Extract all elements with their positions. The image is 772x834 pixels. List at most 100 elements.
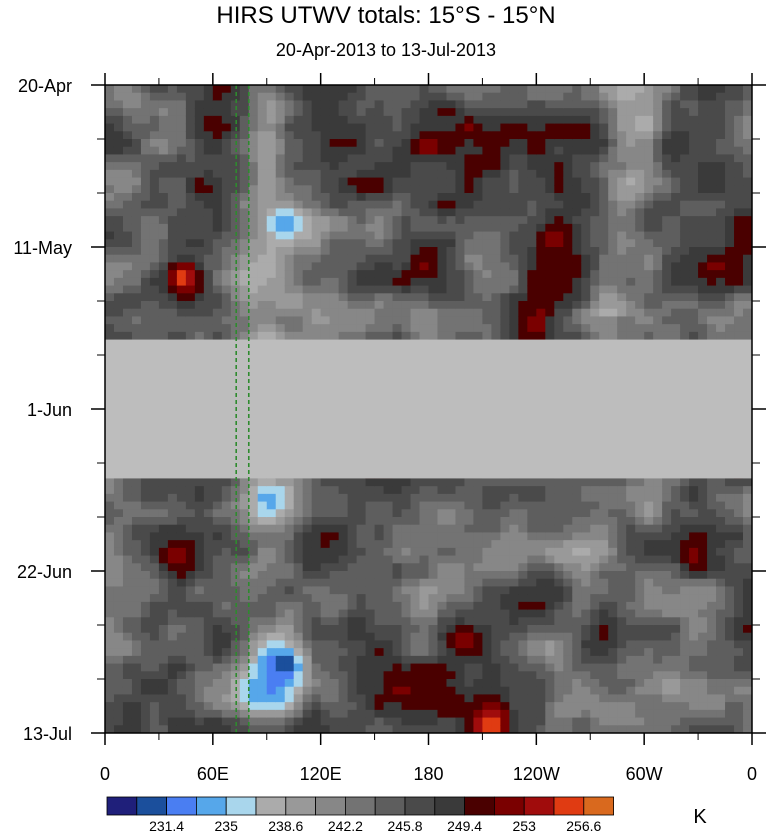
field-cell <box>257 177 268 186</box>
field-cell <box>383 594 394 603</box>
field-cell <box>491 324 501 333</box>
field-cell <box>500 115 510 125</box>
field-cell <box>383 254 394 264</box>
field-cell <box>437 702 448 711</box>
field-cell <box>374 146 385 156</box>
field-cell <box>248 200 259 210</box>
field-cell <box>113 301 124 310</box>
field-cell <box>140 509 151 518</box>
field-cell <box>158 702 169 711</box>
field-cell <box>464 92 475 102</box>
field-cell <box>419 100 430 109</box>
field-cell <box>194 547 205 557</box>
field-cell <box>563 578 573 588</box>
field-cell <box>473 200 484 210</box>
field-cell <box>410 115 421 125</box>
field-cell <box>122 293 133 302</box>
field-cell <box>194 486 205 495</box>
field-cell <box>374 185 385 194</box>
field-cell <box>419 139 430 148</box>
field-cell <box>572 185 582 194</box>
field-cell <box>329 586 340 595</box>
field-cell <box>410 239 421 248</box>
field-cell <box>365 123 376 132</box>
field-cell <box>203 85 214 94</box>
field-cell <box>311 671 322 680</box>
field-cell <box>455 524 466 534</box>
field-cell <box>302 632 313 642</box>
field-cell <box>419 231 430 240</box>
field-cell <box>329 640 340 649</box>
field-cell <box>410 131 421 140</box>
field-cell <box>437 270 448 279</box>
field-cell <box>284 717 295 726</box>
field-cell <box>374 162 385 171</box>
field-cell <box>284 131 295 140</box>
field-cell <box>527 301 537 310</box>
field-cell <box>221 517 232 526</box>
field-cell <box>626 154 636 163</box>
field-cell <box>266 725 277 733</box>
field-cell <box>563 185 573 194</box>
field-cell <box>482 262 493 271</box>
field-cell <box>572 648 582 657</box>
field-cell <box>239 216 250 225</box>
field-cell <box>347 601 358 611</box>
field-cell <box>239 169 250 179</box>
field-cell <box>455 85 466 94</box>
field-cell <box>491 524 501 534</box>
field-cell <box>176 146 187 156</box>
field-cell <box>401 293 412 302</box>
field-cell <box>545 540 555 549</box>
field-cell <box>320 162 331 171</box>
field-cell <box>185 177 196 186</box>
field-cell <box>212 594 223 603</box>
field-cell <box>617 540 627 549</box>
field-cell <box>311 308 322 318</box>
field-cell <box>590 231 600 240</box>
field-cell <box>356 331 367 341</box>
field-cell <box>167 632 178 642</box>
field-cell <box>572 671 582 680</box>
field-cell <box>554 640 564 649</box>
field-cell <box>338 247 349 256</box>
field-cell <box>167 185 178 194</box>
field-cell <box>329 316 340 325</box>
field-cell <box>212 578 223 588</box>
field-cell <box>545 725 555 733</box>
field-cell <box>401 115 412 125</box>
field-cell <box>500 177 510 186</box>
field-cell <box>455 509 466 518</box>
field-cell <box>392 92 403 102</box>
field-cell <box>302 686 313 696</box>
field-cell <box>158 216 169 225</box>
field-cell <box>284 617 295 626</box>
field-cell <box>239 501 250 510</box>
field-cell <box>140 316 151 325</box>
field-cell <box>599 277 609 287</box>
field-cell <box>356 131 367 140</box>
field-cell <box>509 193 519 202</box>
field-cell <box>518 586 528 595</box>
field-cell <box>293 239 304 248</box>
field-cell <box>338 193 349 202</box>
field-cell <box>266 717 277 726</box>
field-cell <box>203 169 214 179</box>
field-cell <box>356 578 367 588</box>
field-cell <box>473 501 484 510</box>
field-cell <box>482 486 493 495</box>
field-cell <box>383 694 394 703</box>
field-cell <box>149 594 160 603</box>
field-cell <box>527 725 537 733</box>
field-cell <box>536 108 546 117</box>
field-cell <box>131 625 142 634</box>
field-cell <box>482 293 493 302</box>
field-cell <box>599 640 609 649</box>
field-cell <box>176 509 187 518</box>
field-cell <box>284 594 295 603</box>
field-cell <box>428 169 439 179</box>
field-cell <box>509 293 519 302</box>
field-cell <box>158 270 169 279</box>
field-cell <box>545 223 555 233</box>
field-cell <box>554 100 564 109</box>
